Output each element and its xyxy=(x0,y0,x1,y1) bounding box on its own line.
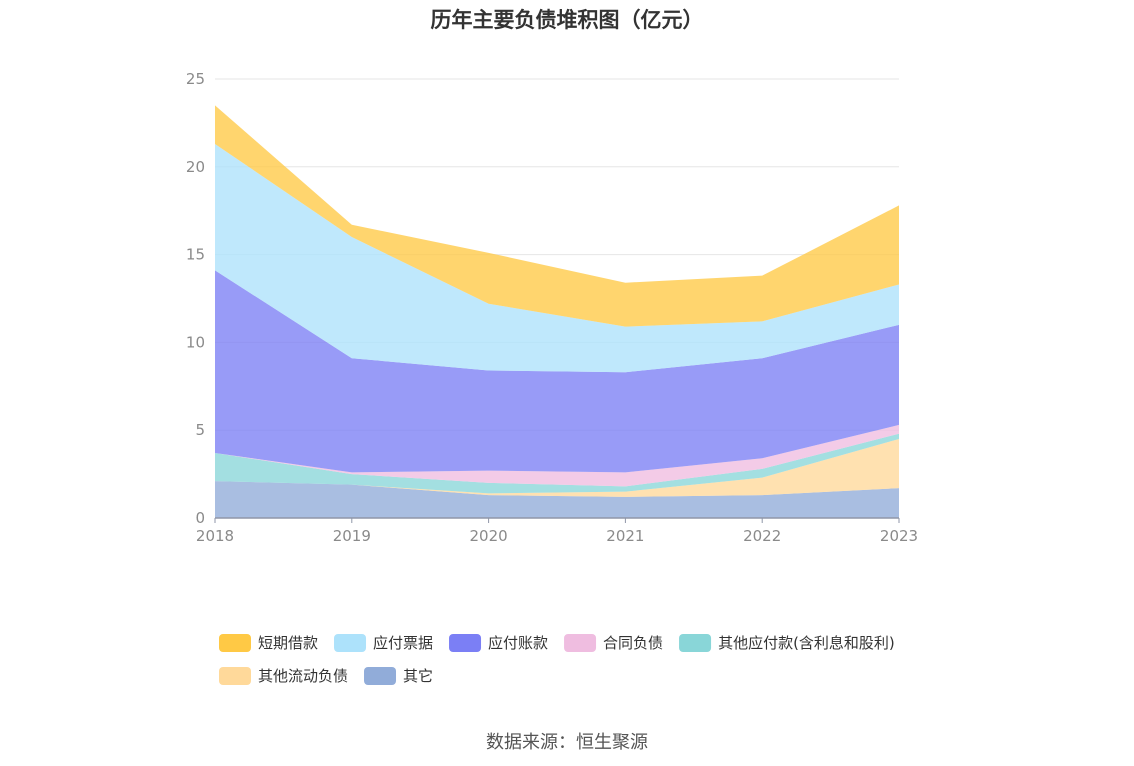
y-tick-label: 10 xyxy=(186,333,205,351)
series-area-5 xyxy=(215,143,899,373)
legend-label: 其他流动负债 xyxy=(258,667,348,685)
legend-swatch xyxy=(564,634,597,652)
legend-swatch xyxy=(679,634,712,652)
legend-swatch xyxy=(334,634,367,652)
x-tick-label: 2020 xyxy=(470,527,508,545)
y-tick-label: 25 xyxy=(186,70,205,88)
y-axis-tick-labels: 0 5 10 15 20 25 xyxy=(186,70,205,527)
series-areas xyxy=(215,105,899,518)
x-tick-label: 2019 xyxy=(333,527,371,545)
x-tick-label: 2023 xyxy=(880,527,918,545)
legend-item[interactable]: 应付账款 xyxy=(449,634,548,652)
legend-label: 应付账款 xyxy=(488,634,548,652)
y-tick-label: 0 xyxy=(195,509,205,527)
y-tick-label: 5 xyxy=(195,421,205,439)
legend-label: 合同负债 xyxy=(603,634,663,652)
series-area-6 xyxy=(215,105,899,327)
x-tick-label: 2018 xyxy=(196,527,234,545)
series-area-3 xyxy=(215,424,899,487)
x-axis xyxy=(214,517,900,523)
x-tick-label: 2022 xyxy=(743,527,781,545)
legend-item[interactable]: 其他应付款(含利息和股利) xyxy=(679,634,895,652)
legend-item[interactable]: 应付票据 xyxy=(334,634,433,652)
x-tick-label: 2021 xyxy=(606,527,644,545)
legend-swatch xyxy=(219,634,251,652)
source-note: 数据来源：恒生聚源 xyxy=(486,732,648,753)
legend-item[interactable]: 短期借款 xyxy=(219,634,318,652)
x-axis-tick-labels: 2018 2019 2020 2021 2022 2023 xyxy=(196,527,918,545)
legend-label: 其他应付款(含利息和股利) xyxy=(718,634,895,652)
legend-swatch xyxy=(449,634,482,652)
series-area-4 xyxy=(215,270,899,473)
y-tick-label: 15 xyxy=(186,246,205,264)
legend-swatch xyxy=(364,667,397,685)
legend[interactable]: 短期借款 应付票据 应付账款 合同负债 其他应付款(含利息和股利) 其他流动负债 其它 xyxy=(219,634,895,685)
legend-item[interactable]: 其它 xyxy=(364,667,433,685)
legend-label: 其它 xyxy=(403,667,433,685)
series-area-2 xyxy=(215,433,899,494)
y-tick-label: 20 xyxy=(186,158,205,176)
legend-label: 应付票据 xyxy=(373,634,433,652)
legend-item[interactable]: 合同负债 xyxy=(564,634,663,652)
legend-label: 短期借款 xyxy=(258,634,318,652)
legend-swatch xyxy=(219,667,251,685)
series-area-1 xyxy=(215,438,899,497)
legend-item[interactable]: 其他流动负债 xyxy=(219,667,348,685)
chart-title: 历年主要负债堆积图（亿元） xyxy=(430,8,704,32)
series-area-0 xyxy=(215,481,899,518)
